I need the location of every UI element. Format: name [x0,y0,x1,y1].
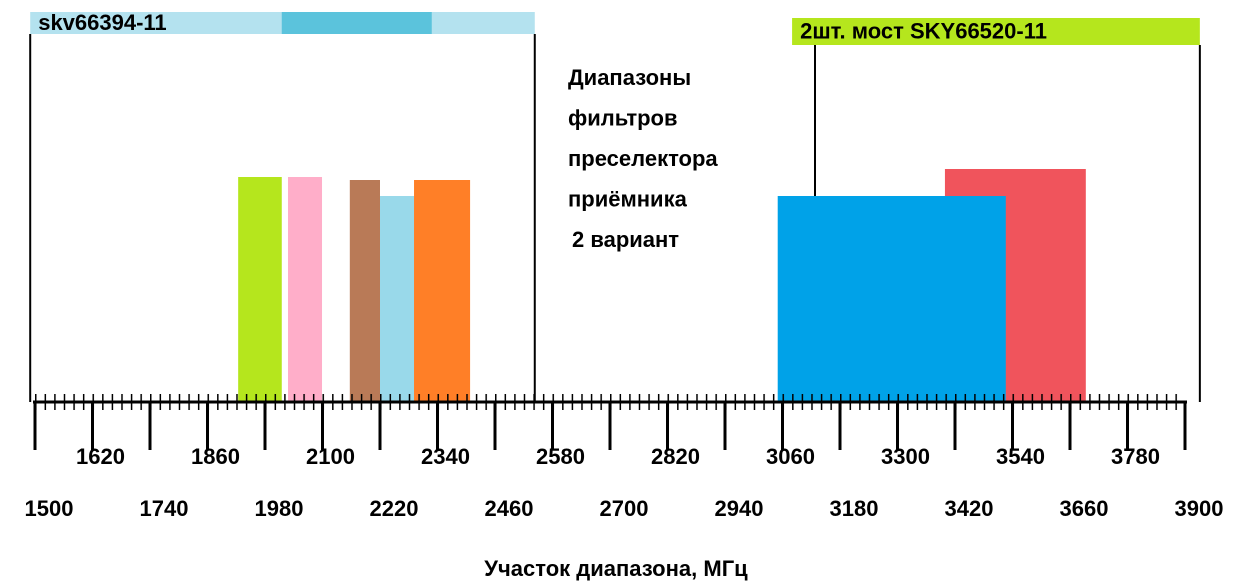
tick-label: 1740 [140,496,189,521]
tick-label: 2220 [370,496,419,521]
note: Диапазоны фильтров преселектора приёмника 2 … [568,65,718,252]
tick-label: 1860 [191,444,240,469]
note-line: приёмника [568,186,688,211]
band [414,180,471,402]
tick-label: 2100 [306,444,355,469]
band [777,196,1006,402]
tick-label: 3300 [881,444,930,469]
tick-label: 3660 [1060,496,1109,521]
tick-label: 1980 [255,496,304,521]
tick-label: 2940 [715,496,764,521]
note-line: Диапазоны [568,65,691,90]
tick-label: 3780 [1111,444,1160,469]
bands [238,169,1086,402]
tick-label: 2580 [536,444,585,469]
note-line: фильтров [568,105,678,130]
range-label: 2шт. мост SKY66520-11 [800,18,1047,43]
tick-label: 1620 [76,444,125,469]
tick-label: 3180 [830,496,879,521]
range-highlight [281,12,432,34]
range-label: skv66394-11 [38,10,166,35]
band [238,177,282,402]
band [380,196,421,402]
axis-label: Участок диапазона, МГц [484,556,748,581]
tick-label: 3420 [945,496,994,521]
band [349,180,380,402]
tick-label: 3060 [766,444,815,469]
tick-label: 2340 [421,444,470,469]
tick-label: 2820 [651,444,700,469]
note-line: преселектора [568,146,718,171]
range-bar [792,18,1200,45]
tick-label: 1500 [25,496,74,521]
tick-label: 3900 [1175,496,1224,521]
tick-label: 2460 [485,496,534,521]
tick-label: 2700 [600,496,649,521]
band [288,177,323,402]
tick-label: 3540 [996,444,1045,469]
note-line: 2 вариант [572,227,679,252]
